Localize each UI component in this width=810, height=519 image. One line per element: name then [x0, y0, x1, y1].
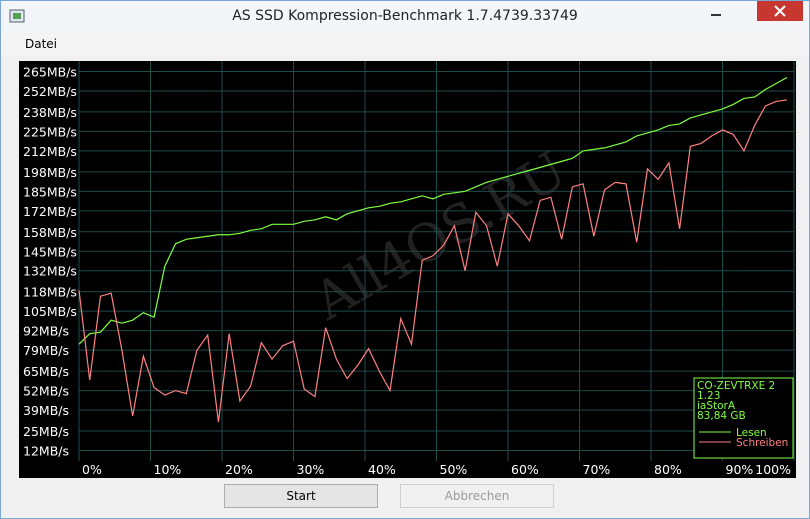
x-tick-label: 20% [225, 462, 253, 477]
menu-bar: Datei [1, 34, 809, 56]
close-button[interactable] [757, 1, 803, 21]
x-tick-label: 10% [154, 462, 182, 477]
x-tick-label: 90% [726, 462, 754, 477]
menu-item[interactable]: Datei [25, 37, 58, 51]
y-tick-label: 172MB/s [23, 204, 77, 219]
drive-info: 83,84 GB [697, 410, 746, 422]
x-tick-label: 80% [654, 462, 682, 477]
cancel-button: Abbrechen [400, 484, 554, 508]
y-tick-label: 12MB/s [23, 444, 69, 459]
y-tick-label: 25MB/s [23, 424, 69, 439]
legend-label: Schreiben [736, 437, 788, 449]
window-controls [711, 1, 803, 21]
y-tick-label: 265MB/s [23, 64, 77, 79]
x-tick-label: 50% [440, 462, 468, 477]
drive-info: CO-ZEVTRXE 2 [697, 380, 775, 392]
y-tick-label: 105MB/s [23, 304, 77, 319]
x-tick-label: 60% [511, 462, 539, 477]
y-tick-label: 212MB/s [23, 144, 77, 159]
chart: All4OS.RU12MB/s25MB/s39MB/s52MB/s65MB/s7… [19, 61, 796, 478]
y-tick-label: 52MB/s [23, 384, 69, 399]
y-tick-label: 252MB/s [23, 84, 77, 99]
x-tick-label: 0% [82, 462, 102, 477]
y-tick-label: 39MB/s [23, 403, 69, 418]
x-tick-label: 40% [368, 462, 396, 477]
legend-box [693, 377, 794, 459]
y-tick-label: 79MB/s [23, 343, 69, 358]
y-tick-label: 238MB/s [23, 105, 77, 120]
drive-info: iaStorA [697, 400, 736, 412]
y-tick-label: 118MB/s [23, 285, 77, 300]
x-tick-label: 30% [297, 462, 325, 477]
x-tick-label: 70% [583, 462, 611, 477]
y-tick-label: 225MB/s [23, 124, 77, 139]
y-tick-label: 92MB/s [23, 324, 69, 339]
y-tick-label: 198MB/s [23, 165, 77, 180]
title-bar: AS SSD Kompression-Benchmark 1.7.4739.33… [1, 1, 809, 33]
data-line [78, 99, 787, 423]
app-icon [9, 9, 25, 23]
window-title: AS SSD Kompression-Benchmark 1.7.4739.33… [232, 8, 578, 24]
chart-background [19, 61, 796, 478]
y-tick-label: 158MB/s [23, 225, 77, 240]
y-tick-label: 145MB/s [23, 244, 77, 259]
data-line [78, 76, 788, 345]
legend-label: Lesen [736, 427, 767, 439]
y-tick-label: 132MB/s [23, 264, 77, 279]
y-tick-label: 65MB/s [23, 364, 69, 379]
drive-info: 1.23 [697, 390, 720, 402]
y-tick-label: 185MB/s [23, 184, 77, 199]
x-tick-label: 100% [755, 462, 791, 477]
start-button[interactable]: Start [224, 484, 378, 508]
